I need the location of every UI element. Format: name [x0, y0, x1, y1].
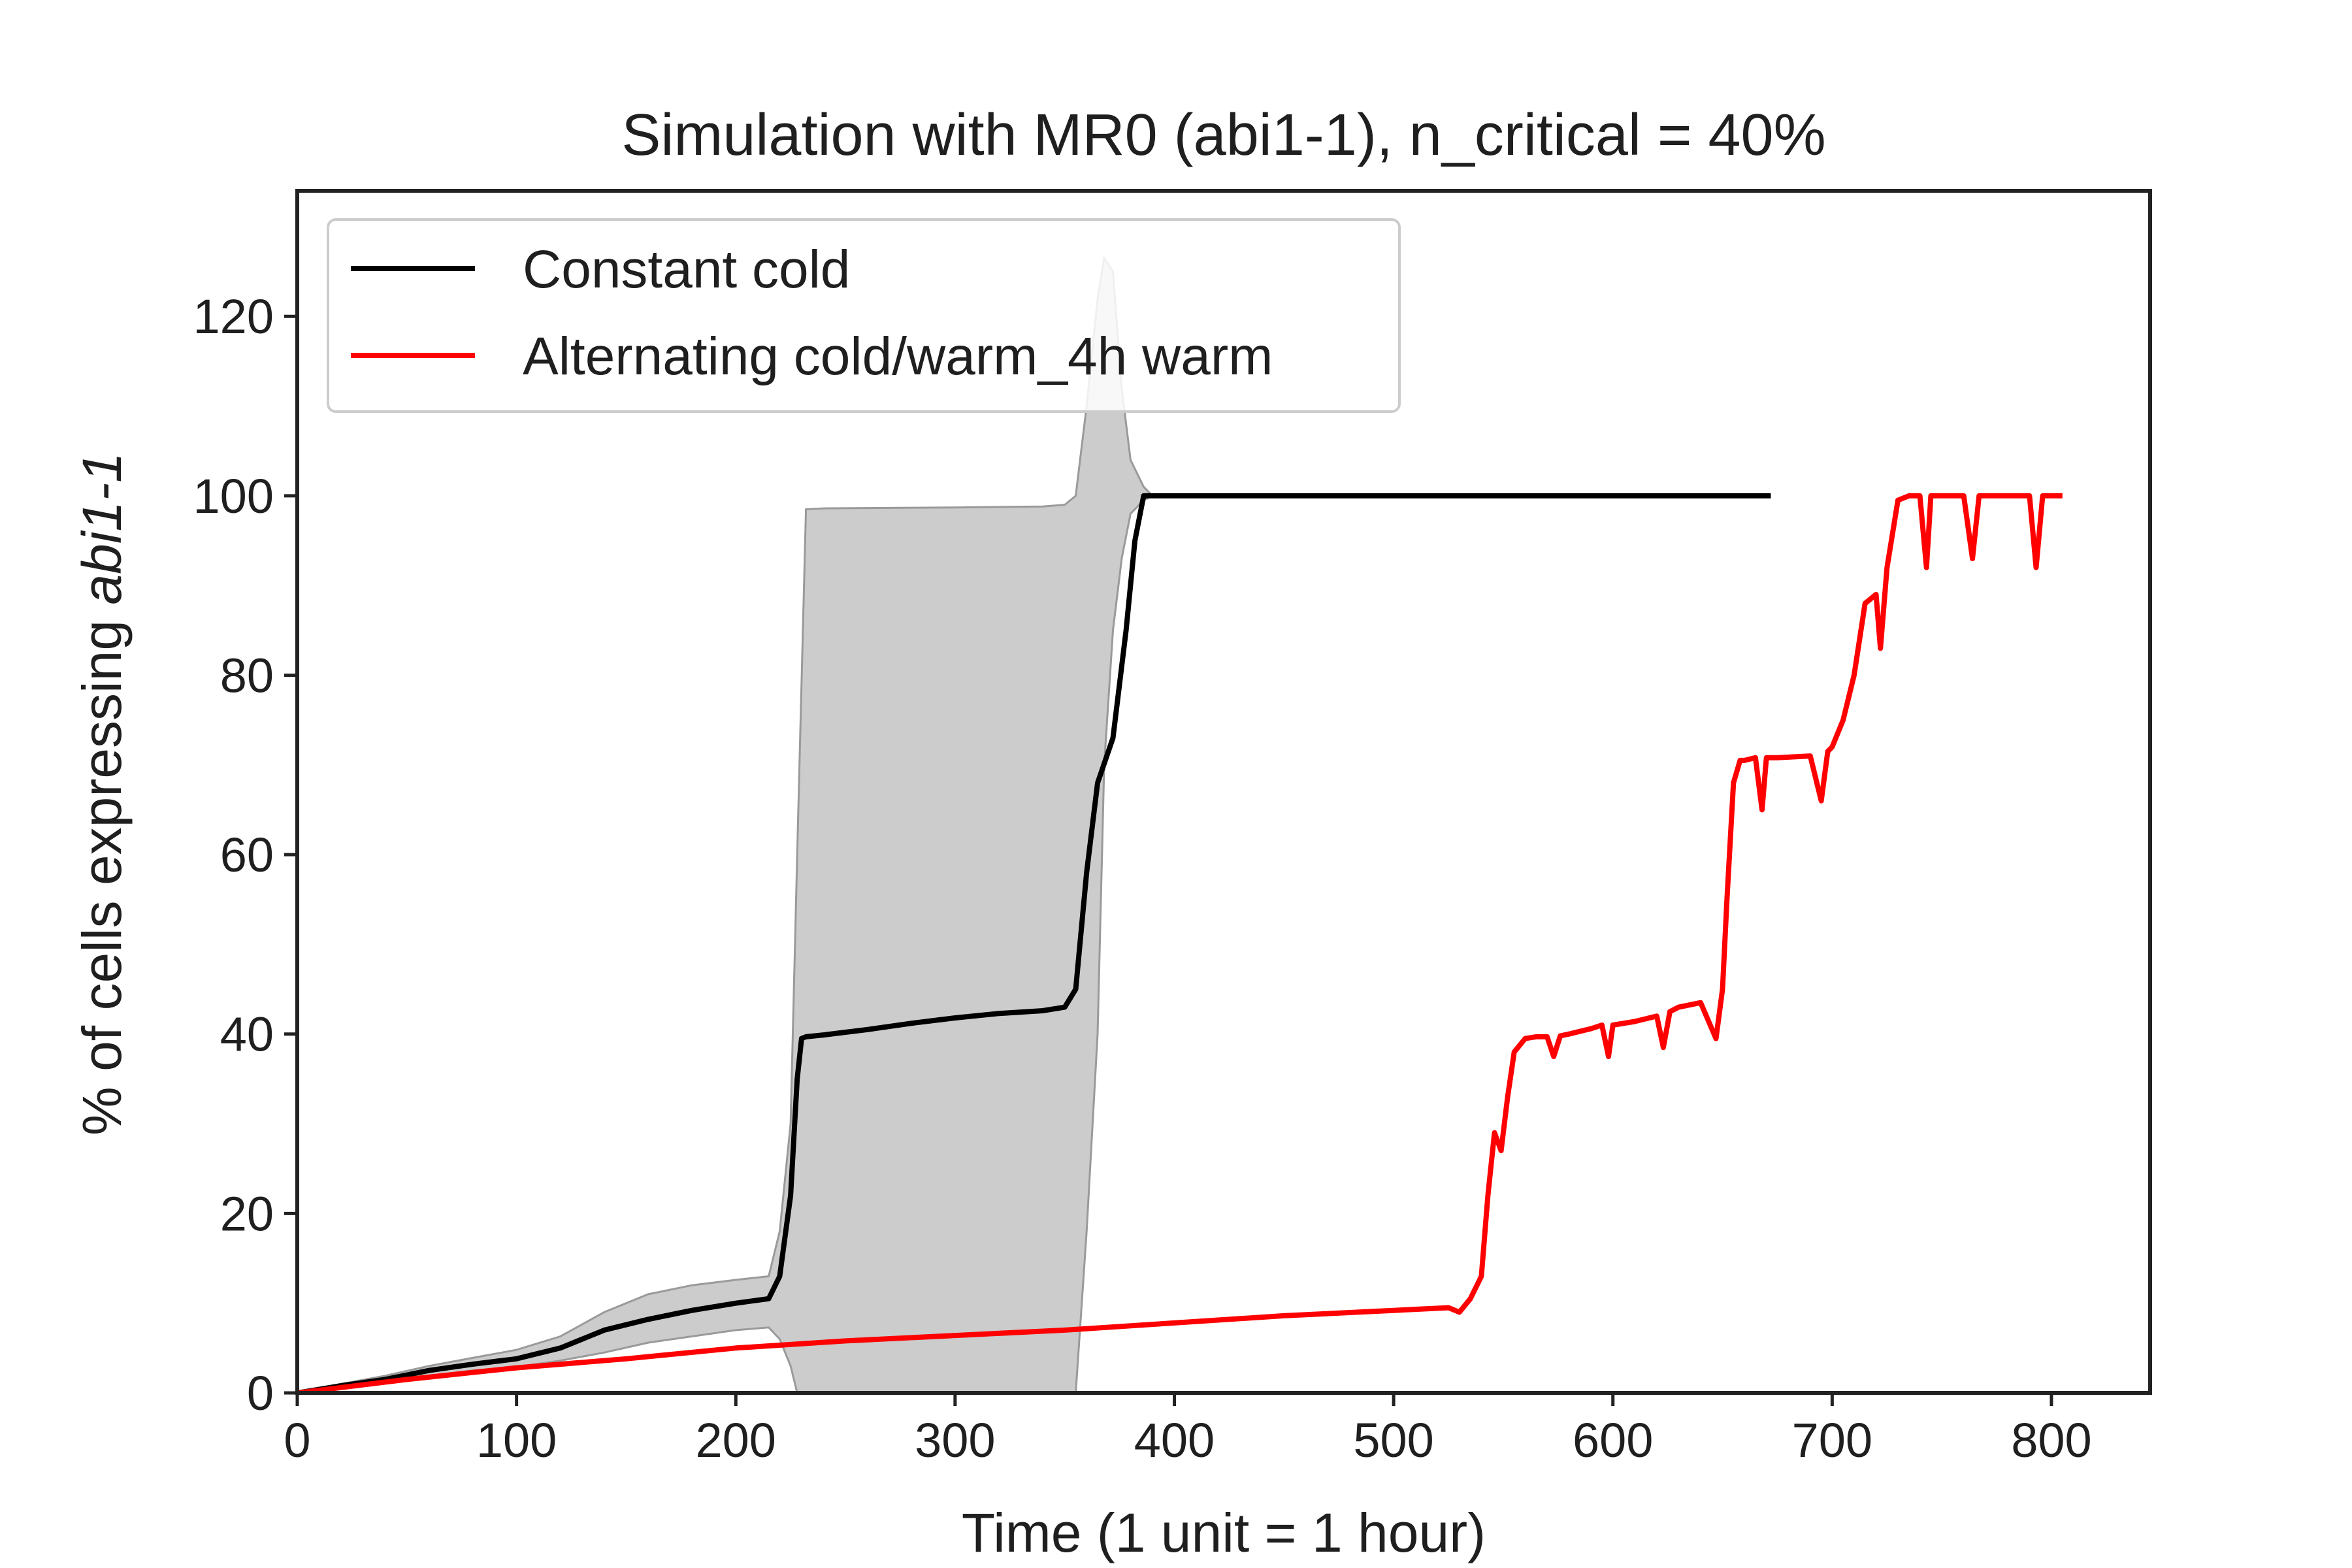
legend-label-alternating: Alternating cold/warm_4h warm	[523, 327, 1273, 386]
x-axis-ticks: 0 100 200 300 400 500 600 700 800	[284, 1393, 2092, 1467]
x-axis-label: Time (1 unit = 1 hour)	[962, 1502, 1486, 1563]
series-line-0	[297, 493, 1771, 1393]
x-tick-label: 700	[1792, 1413, 1872, 1467]
legend-box	[327, 218, 1401, 413]
x-tick-label: 300	[915, 1413, 995, 1467]
x-tick-label: 200	[696, 1413, 776, 1467]
x-tick-label: 0	[284, 1413, 310, 1467]
y-tick-label: 0	[247, 1366, 274, 1420]
y-axis-label-prefix: % of cells expressing	[71, 605, 133, 1135]
plot-area	[297, 255, 2063, 1393]
y-tick-label: 80	[220, 648, 274, 702]
x-tick-label: 800	[2011, 1413, 2091, 1467]
x-tick-label: 500	[1353, 1413, 1433, 1467]
legend: Constant cold Alternating cold/warm_4h w…	[327, 218, 1401, 413]
y-axis-label-gene: abi1-1	[71, 452, 133, 605]
x-tick-label: 600	[1573, 1413, 1653, 1467]
x-tick-label: 100	[476, 1413, 557, 1467]
chart-title: Simulation with MR0 (abi1-1), n_critical…	[621, 103, 1825, 168]
y-tick-label: 20	[220, 1186, 274, 1241]
constant-cold-variability-band	[297, 255, 1154, 1393]
y-axis-label: % of cells expressing abi1-1	[71, 452, 133, 1135]
plot-frame	[295, 189, 2152, 1395]
y-tick-label: 100	[193, 469, 274, 523]
y-axis-ticks: 0 20 40 60 80 100 120	[193, 289, 297, 1420]
series-line-1	[297, 493, 2063, 1393]
y-tick-label: 120	[193, 289, 274, 344]
x-tick-label: 400	[1134, 1413, 1215, 1467]
y-tick-label: 60	[220, 828, 274, 882]
legend-label-constant-cold: Constant cold	[523, 240, 850, 299]
y-tick-label: 40	[220, 1007, 274, 1062]
